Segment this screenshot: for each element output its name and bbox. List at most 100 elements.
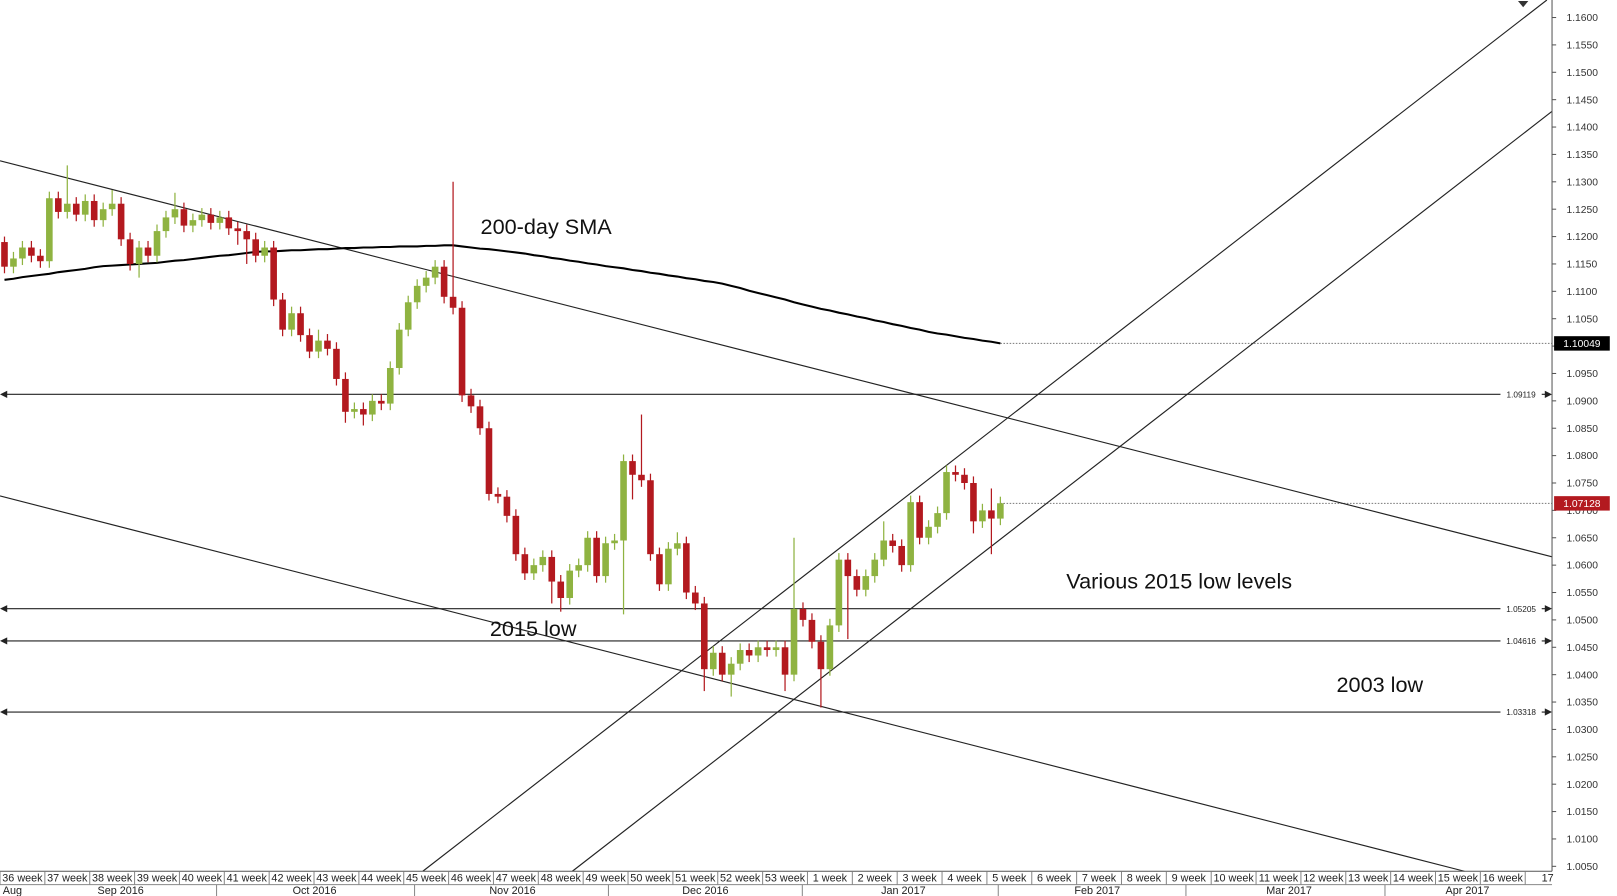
candle-body bbox=[566, 570, 574, 598]
level-label-bg bbox=[1500, 388, 1542, 401]
month-label: Sep 2016 bbox=[98, 885, 144, 896]
trend-lines bbox=[0, 0, 1553, 872]
candle-body bbox=[19, 247, 26, 259]
y-tick-label: 1.0950 bbox=[1566, 369, 1598, 380]
y-tick-label: 1.1050 bbox=[1566, 314, 1598, 325]
candle-body bbox=[817, 641, 825, 670]
candle-body bbox=[736, 650, 744, 664]
candle-body bbox=[485, 428, 493, 494]
trend-line bbox=[0, 160, 1553, 558]
y-tick-label: 1.0700 bbox=[1566, 506, 1598, 517]
candle-body bbox=[674, 543, 681, 549]
week-label: 3 week bbox=[902, 873, 937, 885]
candle-body bbox=[342, 378, 349, 412]
candle-body bbox=[557, 581, 565, 598]
month-label: Mar 2017 bbox=[1266, 885, 1312, 896]
annotation: 2003 low bbox=[1337, 672, 1424, 697]
candle-body bbox=[548, 556, 556, 582]
level-arrow bbox=[1544, 708, 1553, 716]
y-tick-label: 1.0150 bbox=[1566, 807, 1598, 818]
candle-body bbox=[99, 209, 107, 221]
candle-body bbox=[718, 652, 726, 675]
candle-body bbox=[647, 480, 654, 555]
candle-body bbox=[476, 406, 484, 429]
candle-body bbox=[440, 266, 448, 297]
candle-body bbox=[90, 200, 98, 221]
month-label: Oct 2016 bbox=[293, 885, 337, 896]
candle-body bbox=[315, 340, 322, 352]
week-label: 44 week bbox=[361, 873, 402, 885]
candle-body bbox=[799, 608, 807, 620]
candle-body bbox=[709, 652, 717, 670]
level-arrow bbox=[0, 605, 8, 613]
candle-body bbox=[81, 200, 89, 215]
candle-body bbox=[252, 239, 259, 256]
y-tick-label: 1.0600 bbox=[1566, 561, 1598, 572]
candle-body bbox=[207, 214, 215, 223]
candle-body bbox=[72, 203, 80, 215]
y-tick-label: 1.0050 bbox=[1566, 862, 1598, 873]
candle-body bbox=[386, 367, 394, 404]
level-arrow bbox=[1544, 637, 1553, 645]
candle-body bbox=[458, 307, 466, 396]
month-label: Jan 2017 bbox=[881, 885, 926, 896]
candle-body bbox=[844, 559, 852, 577]
menu-arrow[interactable] bbox=[1518, 1, 1529, 8]
data-layer bbox=[1, 165, 1004, 708]
candle-body bbox=[826, 625, 834, 670]
week-label: 41 week bbox=[227, 873, 268, 885]
y-tick-label: 1.1200 bbox=[1566, 232, 1598, 243]
candle-body bbox=[37, 255, 44, 262]
candle-body bbox=[943, 472, 950, 514]
candle-body bbox=[288, 313, 295, 330]
candle-body bbox=[395, 329, 403, 368]
y-tick-label: 1.0800 bbox=[1566, 451, 1598, 462]
candle-body bbox=[162, 217, 170, 232]
level-arrow bbox=[0, 637, 8, 645]
candle-body bbox=[790, 608, 798, 675]
candle-body bbox=[234, 228, 242, 232]
month-label: Nov 2016 bbox=[489, 885, 535, 896]
week-label: 17 bbox=[1542, 873, 1554, 885]
candle-body bbox=[431, 266, 439, 278]
trend-line bbox=[0, 495, 1465, 872]
y-tick-label: 1.1300 bbox=[1566, 177, 1598, 188]
candle-body bbox=[961, 474, 968, 483]
candle-body bbox=[422, 277, 430, 286]
candle-body bbox=[351, 409, 358, 412]
level-arrow bbox=[0, 390, 8, 398]
candle-body bbox=[225, 217, 233, 229]
candle-body bbox=[611, 540, 618, 544]
axis-layer: 1.0050 1.0100 1.0150 1.0200 1.0250 1.0300 1.03… bbox=[0, 13, 1610, 896]
candle-body bbox=[261, 247, 268, 256]
y-tick-label: 1.0500 bbox=[1566, 616, 1598, 627]
candle-body bbox=[171, 209, 179, 218]
week-label: 39 week bbox=[137, 873, 178, 885]
candle-body bbox=[970, 482, 977, 522]
candle-body bbox=[1, 242, 8, 267]
candle-body bbox=[63, 203, 71, 212]
week-label: 4 week bbox=[947, 873, 982, 885]
level-arrow bbox=[1544, 605, 1553, 613]
candle-body bbox=[449, 296, 457, 308]
y-tick-label: 1.0100 bbox=[1566, 835, 1598, 846]
y-tick-label: 1.1150 bbox=[1566, 260, 1597, 271]
y-tick-label: 1.1100 bbox=[1566, 287, 1597, 298]
candle-body bbox=[28, 247, 35, 256]
level-arrow bbox=[0, 708, 8, 716]
candle-body bbox=[763, 647, 771, 651]
candle-body bbox=[216, 217, 224, 223]
week-label: 50 week bbox=[630, 873, 671, 885]
level-label: 1.09119 bbox=[1507, 390, 1537, 399]
y-tick-label: 1.0450 bbox=[1566, 643, 1598, 654]
y-tick-label: 1.0350 bbox=[1566, 698, 1598, 709]
level-arrow bbox=[1544, 390, 1553, 398]
candle-body bbox=[692, 592, 699, 604]
candle-body bbox=[144, 247, 152, 256]
candle-body bbox=[907, 502, 914, 566]
candle-body bbox=[539, 556, 547, 566]
candle-body bbox=[413, 285, 421, 303]
week-label: 45 week bbox=[406, 873, 447, 885]
y-tick-label: 1.0850 bbox=[1566, 424, 1598, 435]
week-label: 8 week bbox=[1127, 873, 1162, 885]
